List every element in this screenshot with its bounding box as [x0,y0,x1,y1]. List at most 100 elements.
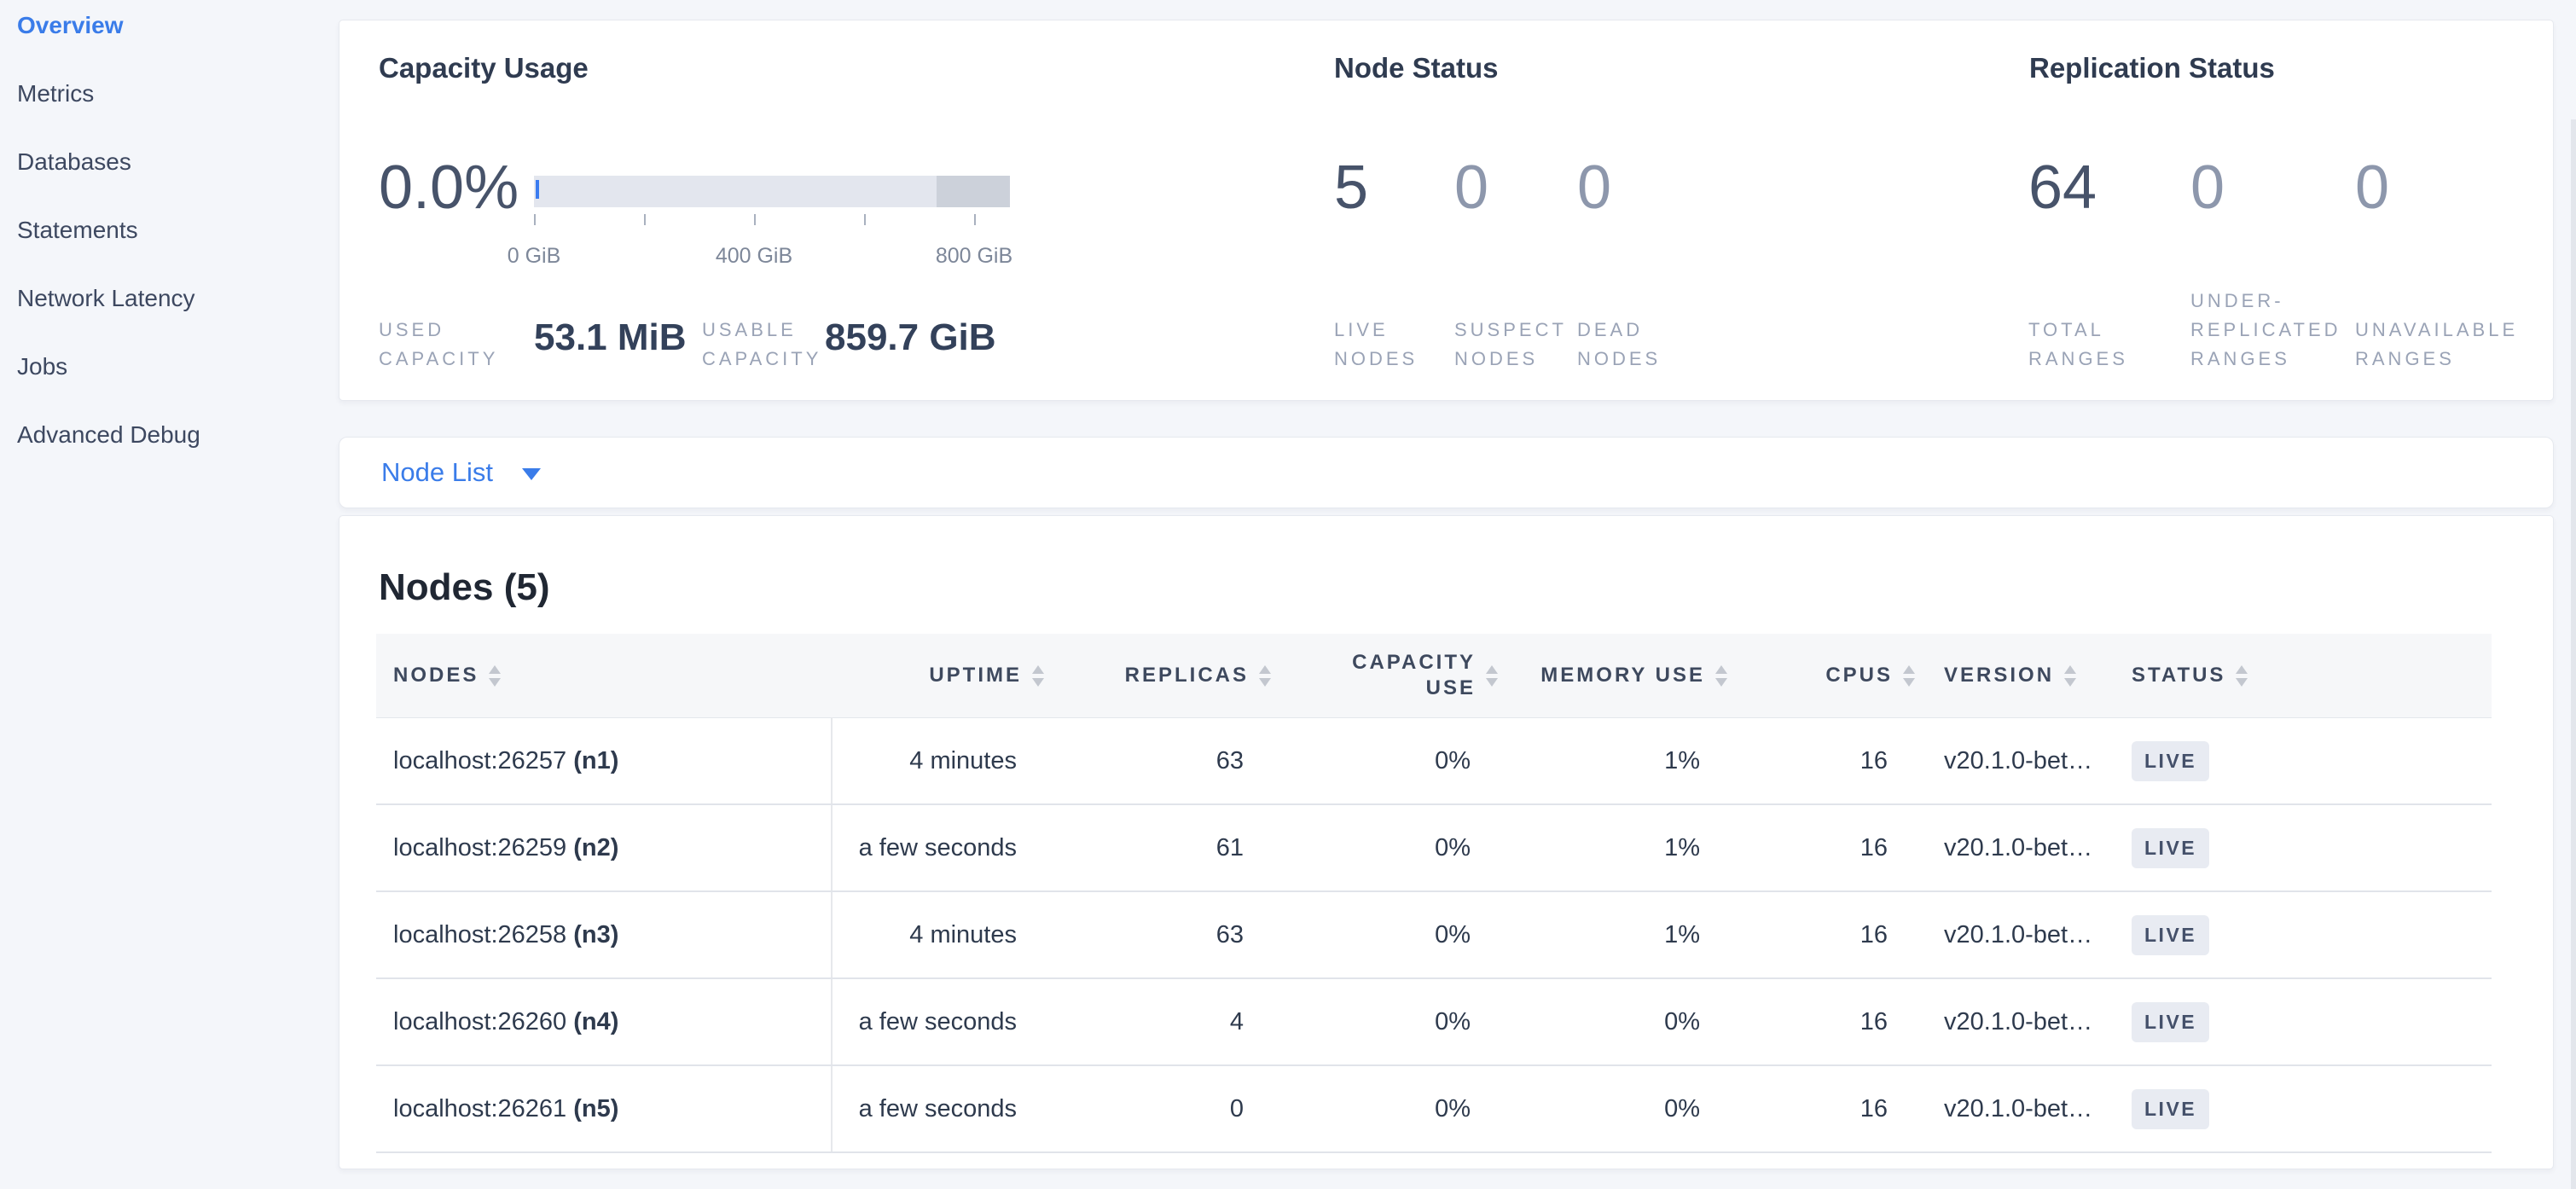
replication-status-title: Replication Status [2029,52,2275,84]
usable-capacity-value: 859.7 GiB [825,316,996,358]
sort-icon[interactable] [489,664,502,687]
caret-down-icon [521,468,541,480]
scrollbar-track[interactable] [2571,119,2576,1189]
axis-tick-3 [864,214,866,225]
axis-tick-4 [974,214,976,225]
sort-icon[interactable] [2064,664,2077,687]
version-cell: v20.1.0-bet… [1905,717,2115,805]
sidebar-item-databases[interactable]: Databases [17,148,131,175]
sidebar-item-jobs[interactable]: Jobs [17,353,68,380]
capacity-used-percent: 0.0% [379,154,519,222]
column-header-cpus[interactable]: CPUS [1717,634,1915,718]
status-badge: LIVE [2132,740,2210,781]
replication-labels: TOTAL RANGES UNDER- REPLICATED RANGES UNAVAIL… [2028,285,2560,374]
version-cell: v20.1.0-bet… [1905,891,2115,979]
sidebar-item-statements[interactable]: Statements [17,217,138,243]
version-cell: v20.1.0-bet… [1905,1065,2115,1153]
status-badge: LIVE [2132,1088,2210,1129]
node-list-dropdown-label: Node List [381,457,493,487]
sidebar: Overview Metrics Databases Statements Networ… [0,0,338,469]
node-address-cell[interactable]: localhost:26258 (n3) [376,891,833,979]
sort-icon[interactable] [1259,664,1271,687]
sort-icon[interactable] [1486,664,1498,687]
column-header-memory-use[interactable]: MEMORY USE [1488,634,1727,718]
axis-label-0: 0 GiB [507,244,561,268]
axis-tick-1 [644,214,646,225]
memory-use-cell: 0% [1488,978,1717,1066]
column-header-label: MEMORY USE [1540,664,1705,687]
sort-icon[interactable] [2236,664,2248,687]
sort-icon[interactable] [1032,664,1044,687]
node-address-cell[interactable]: localhost:26257 (n1) [376,717,833,805]
column-header-replicas[interactable]: REPLICAS [1034,634,1271,718]
sidebar-item-metrics[interactable]: Metrics [17,80,95,107]
status-cell: LIVE [2115,978,2492,1066]
main-content: Capacity Usage 0.0% 0 GiB 400 GiB 800 Gi… [339,0,2556,1189]
cpus-cell: 16 [1717,717,1905,805]
sidebar-item-advanced-debug[interactable]: Advanced Debug [17,421,200,448]
axis-tick-2 [754,214,756,225]
node-address-cell[interactable]: localhost:26259 (n2) [376,804,833,892]
uptime-cell: a few seconds [832,978,1034,1066]
node-row-n2: localhost:26259 (n2) a few seconds 61 0% 1% 1… [376,804,2492,892]
replication-label-under-replicated-ranges: UNDER- REPLICATED RANGES [2190,290,2341,369]
node-status-value-live-nodes: 5 [1334,154,1369,222]
node-list-dropdown[interactable]: Node List [381,457,541,488]
replication-numbers: 64 0 0 [2028,157,2560,218]
status-badge: LIVE [2132,914,2210,955]
node-id: (n2) [573,833,619,861]
view-selector-card: Node List [339,437,2554,508]
replicas-cell: 63 [1034,717,1261,805]
cpus-cell: 16 [1717,978,1905,1066]
usable-capacity-label-line1: USABLE [702,319,797,340]
status-cell: LIVE [2115,891,2492,979]
replication-label-unavailable-ranges: UNAVAILABLE RANGES [2355,319,2519,369]
node-id: (n5) [573,1094,619,1122]
used-capacity-label-line1: USED [379,319,445,340]
uptime-cell: 4 minutes [832,891,1034,979]
column-header-label: CPUS [1825,664,1893,687]
node-status-label-suspect-nodes: SUSPECT NODES [1454,319,1567,369]
column-header-capacity-use[interactable]: CAPACITY USE [1261,634,1498,718]
node-status-label-dead-nodes: DEAD NODES [1577,319,1662,369]
capacity-use-cell: 0% [1261,1065,1488,1153]
replication-value-under-replicated-ranges: 0 [2190,154,2225,222]
node-address: localhost:26259 [393,833,574,861]
column-header-label: CAPACITY USE [1352,651,1476,699]
axis-label-400: 400 GiB [715,244,793,268]
capacity-use-cell: 0% [1261,804,1488,892]
node-status-value-dead-nodes: 0 [1577,154,1612,222]
axis-label-800: 800 GiB [935,244,1013,268]
replicas-cell: 61 [1034,804,1261,892]
node-address-cell[interactable]: localhost:26260 (n4) [376,978,833,1066]
node-id: (n3) [573,920,619,948]
version-cell: v20.1.0-bet… [1905,804,2115,892]
column-header-nodes[interactable]: NODES [376,634,832,718]
node-status-labels: LIVE NODES SUSPECT NODES DEAD NODES [1334,285,1722,374]
capacity-used-indicator [536,180,539,199]
column-header-version[interactable]: VERSION [1905,634,2115,718]
memory-use-cell: 1% [1488,891,1717,979]
cluster-summary-card: Capacity Usage 0.0% 0 GiB 400 GiB 800 Gi… [339,20,2554,401]
node-row-n5: localhost:26261 (n5) a few seconds 0 0% 0% 16… [376,1065,2492,1153]
replicas-cell: 0 [1034,1065,1261,1153]
status-cell: LIVE [2115,717,2492,805]
version-cell: v20.1.0-bet… [1905,978,2115,1066]
cpus-cell: 16 [1717,804,1905,892]
used-capacity-label: USED CAPACITY [379,285,498,374]
sort-icon[interactable] [1715,664,1727,687]
capacity-use-cell: 0% [1261,717,1488,805]
uptime-cell: 4 minutes [832,717,1034,805]
capacity-nonusable-segment [936,176,1010,207]
column-header-uptime[interactable]: UPTIME [832,634,1044,718]
sidebar-item-overview[interactable]: Overview [17,12,124,38]
replicas-cell: 63 [1034,891,1261,979]
sidebar-item-network-latency[interactable]: Network Latency [17,285,195,311]
column-header-label: STATUS [2132,664,2226,687]
sort-icon[interactable] [1903,664,1915,687]
column-header-label: REPLICAS [1124,664,1249,687]
node-address-cell[interactable]: localhost:26261 (n5) [376,1065,833,1153]
memory-use-cell: 1% [1488,717,1717,805]
replicas-cell: 4 [1034,978,1261,1066]
column-header-status[interactable]: STATUS [2115,634,2492,718]
